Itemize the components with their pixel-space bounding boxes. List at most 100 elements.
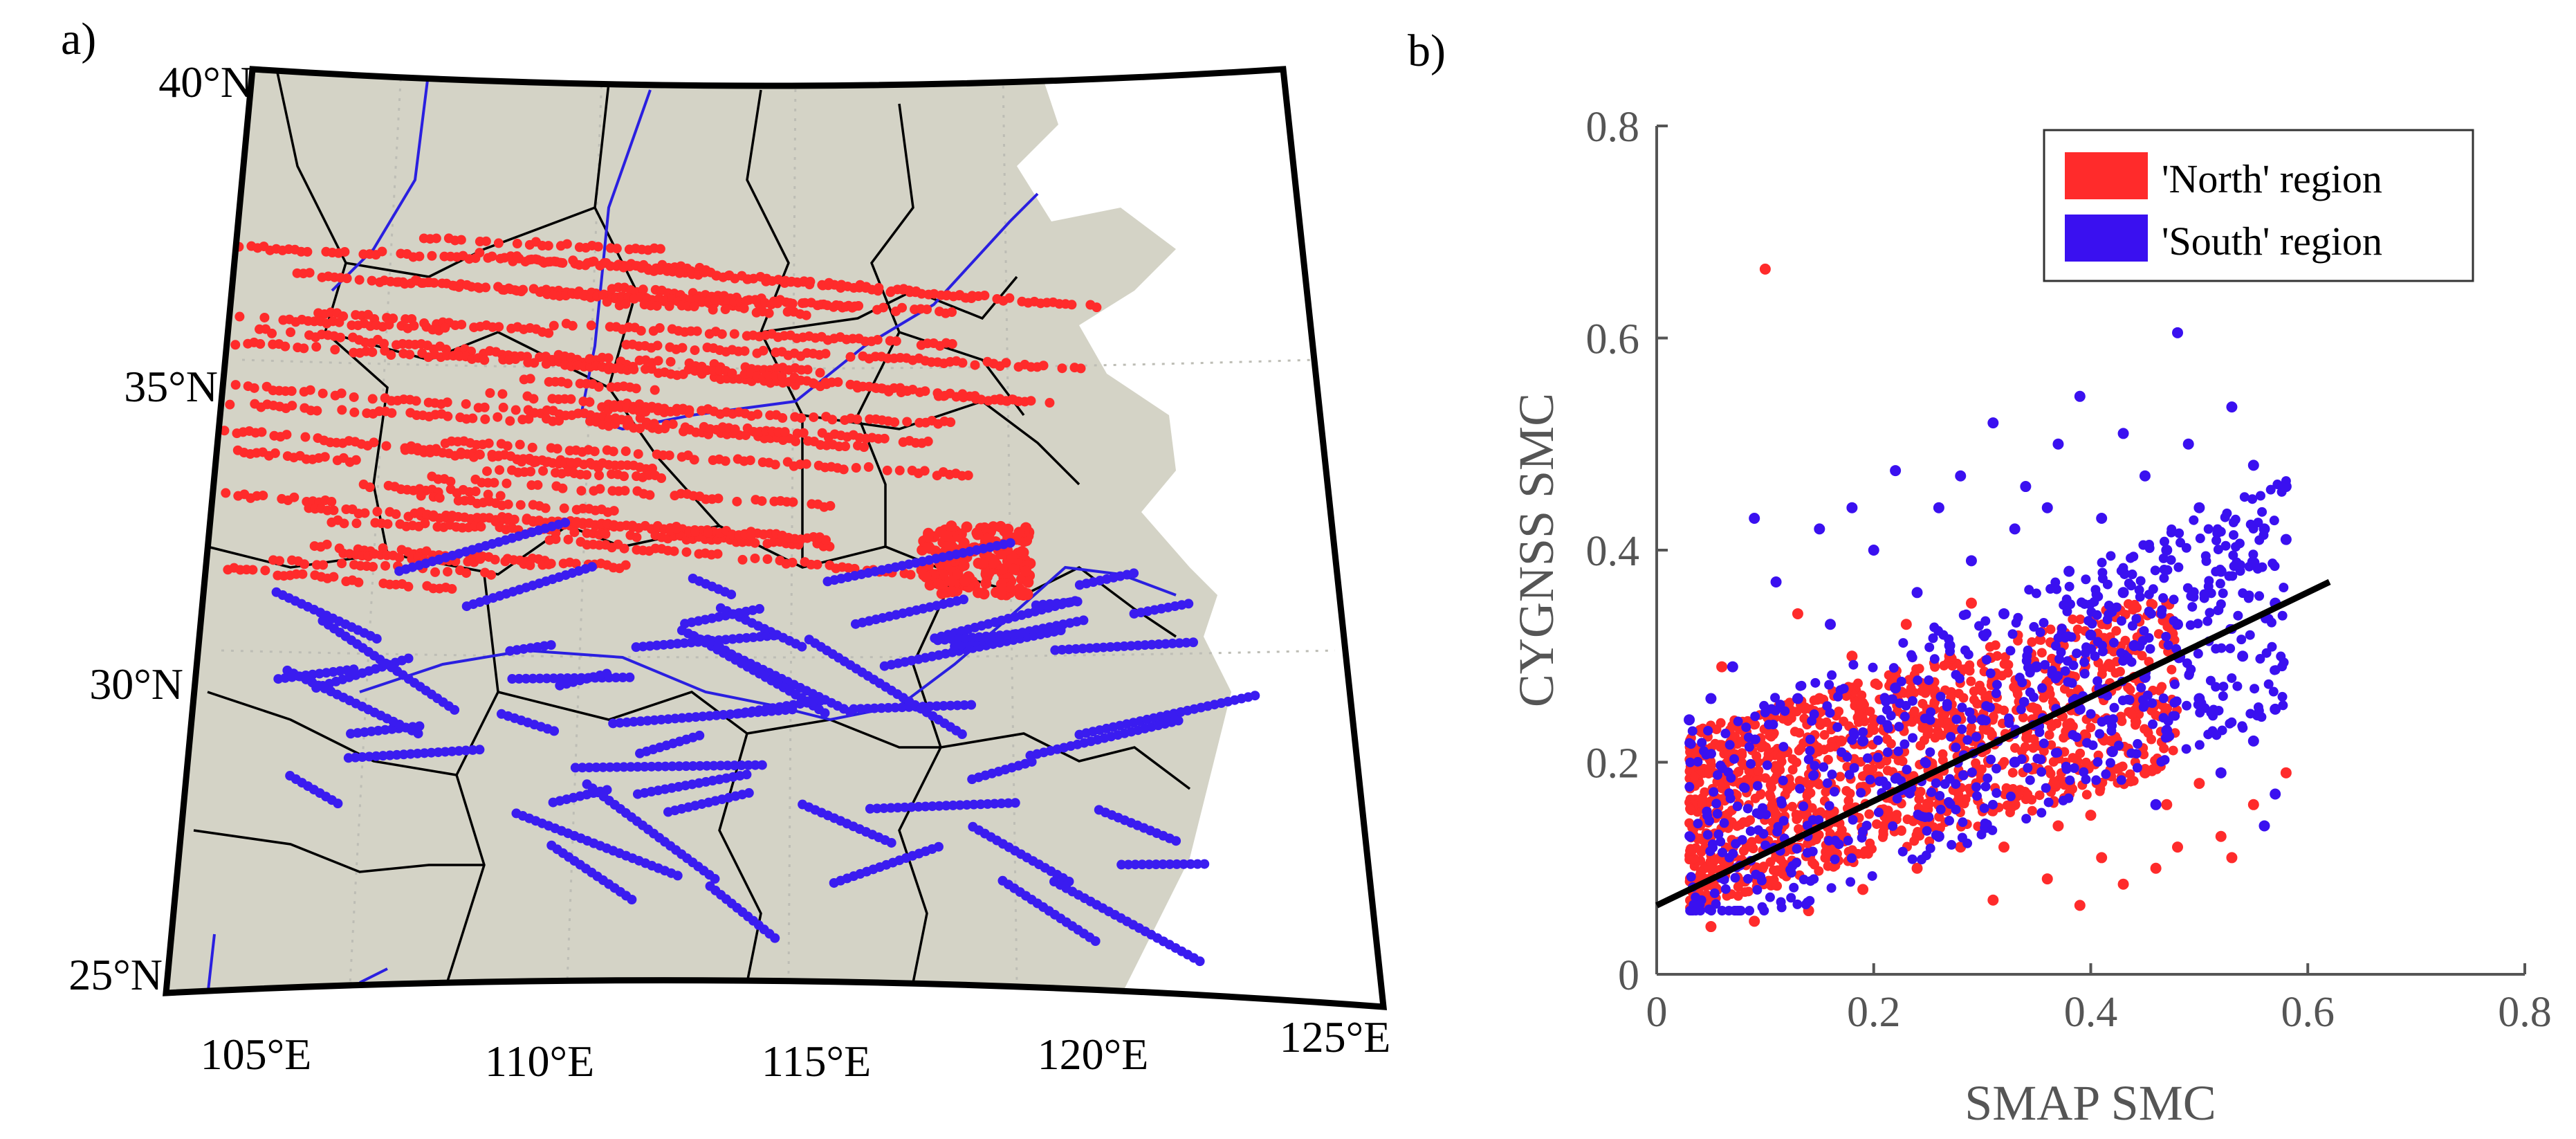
- scatter-point-south: [1926, 787, 1937, 797]
- scatter-point-south: [2237, 721, 2247, 731]
- scatter-point-south: [2040, 659, 2050, 670]
- scatter-point-south: [2069, 763, 2079, 774]
- north-track-point: [664, 450, 674, 461]
- scatter-point-north: [1689, 772, 1700, 782]
- north-track-point: [750, 538, 760, 548]
- scatter-point-south: [1957, 702, 1967, 713]
- scatter-point-north: [1794, 823, 1804, 834]
- south-track-point: [1137, 859, 1148, 870]
- south-track-point: [697, 711, 708, 722]
- scatter-point-north: [1756, 742, 1767, 753]
- north-track-point: [732, 496, 742, 507]
- scatter-point-south: [2258, 523, 2270, 535]
- north-track-point: [300, 559, 310, 570]
- scatter-point-south: [1751, 808, 1762, 819]
- south-track-point: [1071, 644, 1081, 654]
- north-track-point: [480, 414, 490, 424]
- north-track-point: [297, 569, 308, 579]
- scatter-point-north: [2068, 614, 2078, 624]
- scatter-point-north: [2086, 722, 2096, 733]
- scatter-point-south: [1888, 663, 1899, 673]
- south-track-point: [598, 762, 608, 772]
- scatter-point-south: [1705, 693, 1717, 704]
- scatter-point-south: [1794, 783, 1805, 794]
- north-track-point: [692, 326, 702, 336]
- north-track-point: [1018, 589, 1029, 601]
- scatter-point-south: [1749, 734, 1760, 745]
- scatter-point-south: [1868, 662, 1878, 673]
- north-track-point: [703, 527, 713, 538]
- north-track-point: [320, 452, 330, 462]
- scatter-point-north: [2104, 659, 2114, 669]
- south-track-point: [897, 702, 908, 713]
- scatter-point-south: [2156, 609, 2166, 619]
- south-track-point: [663, 714, 673, 725]
- north-track-point: [785, 298, 795, 308]
- south-track-point: [618, 762, 629, 772]
- scatter-point-north: [1747, 837, 1757, 847]
- scatter-point-south: [2267, 641, 2277, 652]
- scatter-point-south: [2053, 671, 2063, 681]
- north-track-point: [995, 578, 1007, 590]
- south-track-point: [1129, 568, 1139, 578]
- north-track-point: [655, 244, 665, 254]
- north-track-point: [586, 320, 596, 331]
- scatter-point-south: [1985, 702, 1995, 713]
- north-track-point: [645, 490, 655, 500]
- scatter-point-south: [2005, 791, 2016, 801]
- scatter-point-south: [2105, 758, 2115, 768]
- scatter-point-south: [1965, 555, 1977, 567]
- y-tick-label: 0.6: [1586, 316, 1640, 363]
- scatter-point-south: [2258, 820, 2270, 832]
- scatter-point-north: [1772, 881, 1783, 891]
- north-track-point: [762, 273, 772, 284]
- scatter-point-south: [2172, 327, 2183, 338]
- north-track-point: [493, 238, 504, 248]
- north-track-point: [902, 417, 912, 427]
- scatter-point-north: [2172, 841, 2183, 853]
- north-track-point: [529, 358, 540, 368]
- south-track-point: [627, 895, 637, 905]
- north-track-point: [995, 589, 1007, 601]
- scatter-point-south: [2116, 616, 2126, 626]
- scatter-point-north: [1715, 742, 1725, 752]
- north-track-point: [743, 274, 753, 284]
- scatter-point-north: [2012, 686, 2022, 696]
- scatter-point-south: [1967, 714, 1977, 725]
- south-track-point: [849, 704, 859, 714]
- lon-label-105: 105°E: [201, 1030, 312, 1079]
- south-track-point: [701, 760, 712, 771]
- scatter-point-south: [2195, 707, 2205, 718]
- scatter-point-north: [1976, 686, 1987, 696]
- south-track-point: [1050, 645, 1060, 655]
- south-track-point: [927, 801, 937, 812]
- north-track-point: [485, 388, 495, 399]
- scatter-point-north: [2226, 852, 2238, 864]
- north-track-point: [827, 414, 838, 425]
- south-track-point: [1027, 756, 1037, 767]
- south-track-point: [1022, 628, 1033, 639]
- scatter-point-south: [1753, 825, 1763, 835]
- north-track-point: [576, 486, 587, 496]
- north-track-point: [710, 295, 721, 305]
- y-tick-label: 0.2: [1586, 740, 1640, 787]
- scatter-point-south: [2085, 599, 2095, 610]
- north-track-point: [538, 466, 549, 476]
- scatter-point-south: [2209, 704, 2219, 715]
- north-track-point: [595, 484, 605, 494]
- south-track-point: [542, 673, 552, 684]
- north-track-point: [689, 455, 699, 465]
- north-track-point: [259, 312, 270, 322]
- south-track-point: [769, 630, 779, 641]
- scatter-point-south: [2247, 556, 2257, 567]
- scatter-point-south: [2088, 740, 2098, 750]
- south-track-point: [653, 761, 663, 772]
- scatter-point-north: [1865, 707, 1875, 717]
- scatter-point-north: [1897, 756, 1908, 767]
- scatter-point-south: [2096, 513, 2108, 525]
- scatter-point-south: [1849, 763, 1859, 773]
- scatter-point-south: [1750, 711, 1760, 722]
- scatter-point-south: [2097, 567, 2108, 578]
- south-track-point: [1175, 638, 1185, 648]
- south-track-point: [1098, 642, 1109, 653]
